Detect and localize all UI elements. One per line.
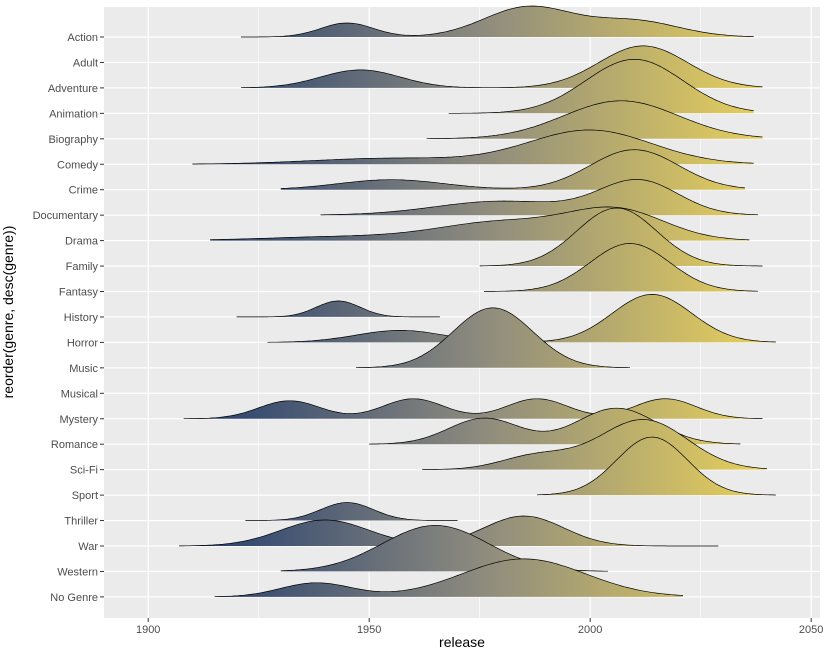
y-tick-label: Comedy <box>57 159 98 171</box>
ridge-outline <box>479 207 763 267</box>
x-tick-labels: 1900 1950 2000 2050 <box>136 618 823 636</box>
y-tick-labels: Action Adult Adventure Animation Biography Co… <box>33 32 104 604</box>
y-tick-label: Sport <box>72 490 98 502</box>
x-tick-label: 1900 <box>136 624 160 636</box>
y-tick-label: No Genre <box>50 592 98 604</box>
ridge-outline <box>426 100 763 140</box>
y-tick-label: Romance <box>51 439 98 451</box>
ridge-area <box>245 502 458 521</box>
ridge-outline <box>236 300 440 318</box>
ridge-outline <box>422 419 768 470</box>
y-axis-title: reorder(genre, desc(genre)) <box>0 226 16 399</box>
ridge-area <box>214 558 683 597</box>
ridge-area <box>355 307 630 368</box>
ridge-outline <box>320 179 759 216</box>
x-axis-title: release <box>439 634 485 650</box>
y-tick-label: Fantasy <box>59 287 99 299</box>
ridge-area <box>320 179 759 216</box>
y-tick-label: War <box>78 541 98 553</box>
y-tick-label: Music <box>69 363 98 375</box>
ridge-area <box>179 516 719 546</box>
y-tick-label: Thriller <box>64 516 98 528</box>
y-tick-label: Horror <box>67 337 99 349</box>
y-tick-label: Family <box>66 261 99 273</box>
y-tick-label: Documentary <box>33 210 99 222</box>
ridge-outline <box>448 59 754 114</box>
y-tick-label: Sci-Fi <box>70 465 98 477</box>
x-tick-label: 2000 <box>578 624 602 636</box>
y-tick-label: Adventure <box>48 83 98 95</box>
ridge-outline <box>355 307 630 369</box>
ridge-area <box>280 525 608 572</box>
ridge-outline <box>245 502 458 521</box>
y-tick-label: Adult <box>73 57 98 69</box>
ridge-outline <box>183 398 763 420</box>
ridge-outline <box>240 45 763 89</box>
ridge-outline <box>280 149 745 189</box>
ridge-area <box>267 294 776 343</box>
ridge-area <box>236 300 440 317</box>
ridge-area <box>426 100 763 139</box>
ridge-area <box>484 243 759 292</box>
ridge-outline <box>241 5 754 38</box>
x-tick-label: 2050 <box>799 624 823 636</box>
y-tick-label: Musical <box>61 388 98 400</box>
ridge-area <box>448 59 754 114</box>
y-tick-label: Biography <box>48 134 98 146</box>
y-tick-label: Western <box>57 566 98 578</box>
x-tick-label: 1950 <box>357 624 381 636</box>
ridge-outline <box>192 129 754 165</box>
ridge-area <box>537 437 776 496</box>
y-tick-label: Animation <box>49 108 98 120</box>
y-tick-label: Drama <box>65 236 99 248</box>
ridge-area <box>241 6 754 37</box>
y-tick-label: Action <box>67 32 98 44</box>
y-tick-label: Mystery <box>60 414 99 426</box>
y-tick-label: Crime <box>69 185 98 197</box>
ridge-outline <box>210 206 750 241</box>
ridge-outline <box>537 436 776 496</box>
y-tick-label: History <box>64 312 99 324</box>
density-ridges <box>179 5 776 598</box>
ridge-outline <box>214 558 684 598</box>
ridge-outline <box>484 243 759 292</box>
ridge-area <box>479 208 763 266</box>
